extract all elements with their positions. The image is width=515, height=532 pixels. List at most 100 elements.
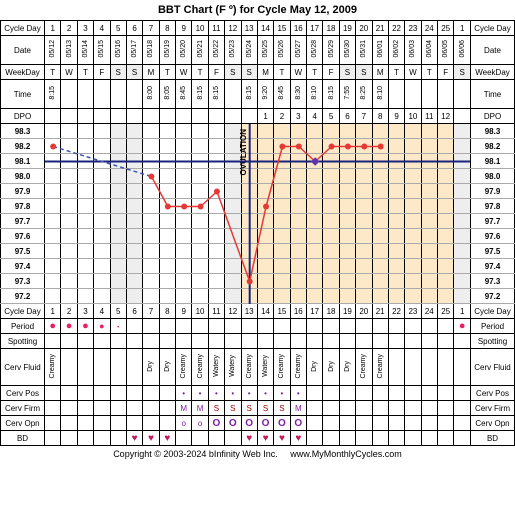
cd-cell: 12 bbox=[225, 21, 241, 36]
temp-cell bbox=[405, 124, 421, 139]
wd-cell: S bbox=[454, 65, 471, 80]
temp-cell bbox=[61, 154, 77, 169]
ovulation-label: OVULATION bbox=[239, 129, 248, 176]
temp-cell bbox=[94, 214, 110, 229]
temp-cell bbox=[159, 154, 175, 169]
cerv-pos-cell bbox=[143, 386, 159, 401]
temp-cell bbox=[126, 199, 142, 214]
temp-cell bbox=[94, 259, 110, 274]
cycle-day-row: Cycle Day 123456789101112131415161718192… bbox=[1, 21, 515, 36]
cerv-firm-cell bbox=[110, 401, 126, 416]
temp-cell bbox=[110, 214, 126, 229]
temp-row: 97.697.6 bbox=[1, 229, 515, 244]
temp-cell bbox=[126, 154, 142, 169]
temp-cell bbox=[126, 139, 142, 154]
cerv-opn-cell bbox=[356, 416, 372, 431]
cerv-firm-cell: M bbox=[290, 401, 306, 416]
cerv-pos-cell bbox=[94, 386, 110, 401]
cerv-pos-cell bbox=[61, 386, 77, 401]
temp-cell bbox=[61, 184, 77, 199]
temp-cell bbox=[61, 229, 77, 244]
cerv-pos-cell: • bbox=[176, 386, 192, 401]
temp-cell bbox=[274, 289, 290, 304]
bd-cell bbox=[388, 431, 404, 446]
spotting-cell bbox=[356, 334, 372, 349]
date-cell: 05/27 bbox=[290, 36, 306, 65]
temp-cell bbox=[323, 229, 339, 244]
temp-cell bbox=[225, 214, 241, 229]
temp-label-left: 97.7 bbox=[1, 214, 45, 229]
temp-cell bbox=[372, 229, 388, 244]
spotting-cell bbox=[438, 334, 454, 349]
cerv-fluid-cell bbox=[94, 349, 110, 386]
temp-cell bbox=[356, 154, 372, 169]
temp-label-right: 97.7 bbox=[471, 214, 515, 229]
cerv-pos-cell bbox=[159, 386, 175, 401]
cerv-fluid-cell bbox=[454, 349, 471, 386]
temp-cell bbox=[356, 184, 372, 199]
temp-cell bbox=[405, 169, 421, 184]
cd-cell: 11 bbox=[208, 21, 224, 36]
temp-cell bbox=[454, 214, 471, 229]
period-cell: ● bbox=[77, 319, 93, 334]
weekday-label: WeekDay bbox=[1, 65, 45, 80]
cerv-firm-cell bbox=[421, 401, 437, 416]
temp-cell bbox=[356, 274, 372, 289]
temp-cell bbox=[339, 274, 355, 289]
date-cell: 05/23 bbox=[225, 36, 241, 65]
date-cell: 05/19 bbox=[159, 36, 175, 65]
temp-cell bbox=[274, 169, 290, 184]
cerv-pos-cell bbox=[323, 386, 339, 401]
spotting-cell bbox=[176, 334, 192, 349]
cerv-opn-cell: O bbox=[257, 416, 273, 431]
cd-cell: 8 bbox=[159, 21, 175, 36]
temp-cell bbox=[110, 289, 126, 304]
temp-cell bbox=[405, 229, 421, 244]
cerv-opn-cell bbox=[339, 416, 355, 431]
bd-cell bbox=[356, 431, 372, 446]
temp-cell bbox=[290, 124, 306, 139]
cerv-opn-cell bbox=[94, 416, 110, 431]
dpo-cell bbox=[208, 109, 224, 124]
temp-label-right: 98.2 bbox=[471, 139, 515, 154]
period-cell: ● bbox=[45, 319, 61, 334]
cerv-opn-cell bbox=[159, 416, 175, 431]
temp-cell bbox=[77, 289, 93, 304]
cerv-opn-cell bbox=[77, 416, 93, 431]
copyright-text: Copyright © 2003-2024 bInfinity Web Inc. bbox=[113, 449, 278, 459]
temp-cell bbox=[45, 154, 61, 169]
cd2-cell: 13 bbox=[241, 304, 257, 319]
temp-cell bbox=[356, 244, 372, 259]
temp-cell bbox=[94, 124, 110, 139]
cerv-fluid-cell: Creamy bbox=[274, 349, 290, 386]
row-label-right: Cycle Day bbox=[471, 304, 515, 319]
cerv-opn-cell bbox=[405, 416, 421, 431]
temp-cell bbox=[143, 184, 159, 199]
period-cell: ● bbox=[61, 319, 77, 334]
website-link[interactable]: www.MyMonthlyCycles.com bbox=[290, 449, 402, 459]
cerv-firm-cell bbox=[61, 401, 77, 416]
temp-cell bbox=[307, 229, 323, 244]
temp-cell bbox=[159, 124, 175, 139]
temp-cell bbox=[454, 244, 471, 259]
temp-cell bbox=[176, 274, 192, 289]
cd2-cell: 6 bbox=[126, 304, 142, 319]
cerv-firm-cell bbox=[339, 401, 355, 416]
temp-label-left: 97.4 bbox=[1, 259, 45, 274]
dpo-cell bbox=[159, 109, 175, 124]
temp-cell bbox=[307, 199, 323, 214]
temp-cell bbox=[77, 259, 93, 274]
bd-cell bbox=[77, 431, 93, 446]
temp-cell bbox=[257, 154, 273, 169]
cerv-firm-cell: M bbox=[192, 401, 208, 416]
temp-cell bbox=[225, 244, 241, 259]
temp-cell bbox=[94, 169, 110, 184]
temp-cell bbox=[225, 184, 241, 199]
temp-cell bbox=[339, 184, 355, 199]
cerv-firm-cell bbox=[405, 401, 421, 416]
cd-cell: 10 bbox=[192, 21, 208, 36]
temp-cell bbox=[274, 199, 290, 214]
temp-cell bbox=[405, 199, 421, 214]
temp-cell bbox=[159, 184, 175, 199]
temp-cell bbox=[176, 169, 192, 184]
